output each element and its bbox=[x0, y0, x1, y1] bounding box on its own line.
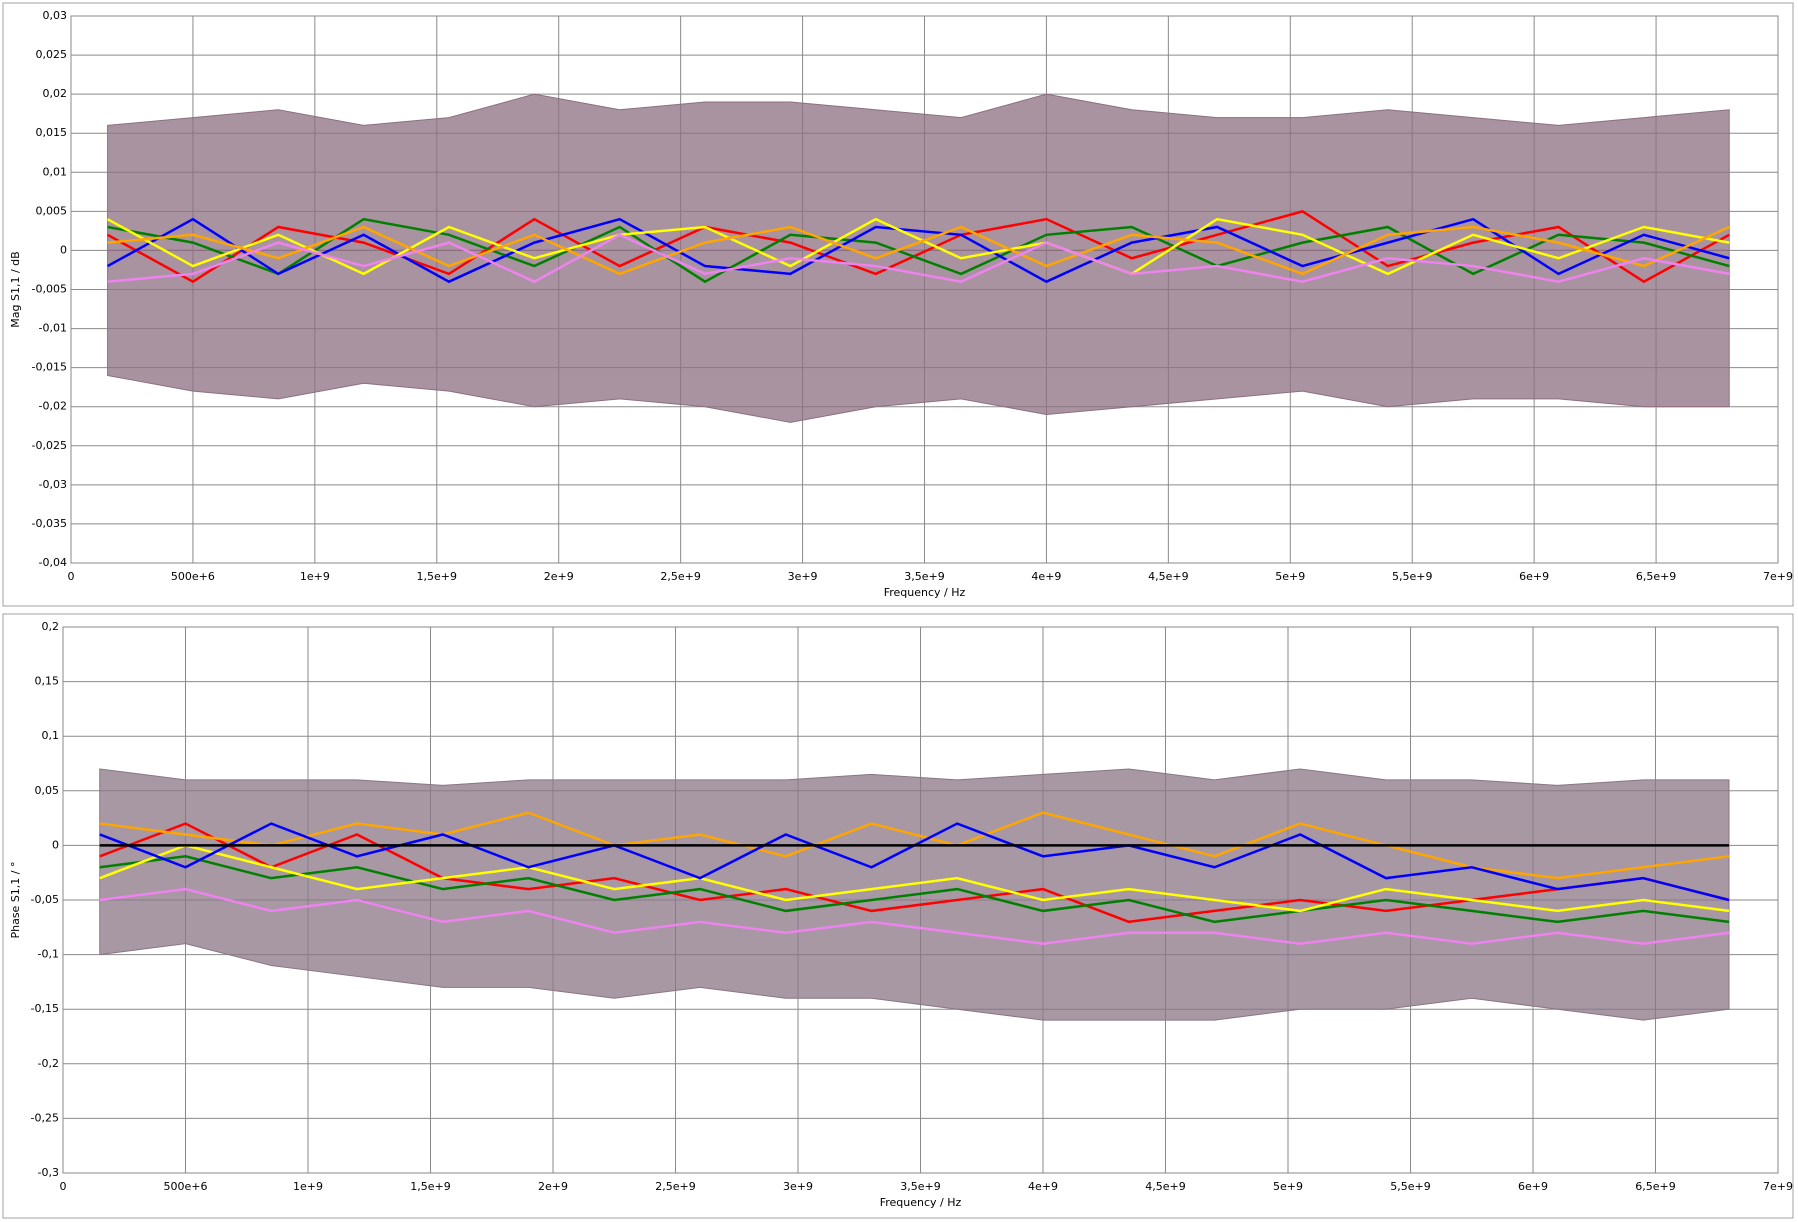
y-tick-label: 0 bbox=[52, 838, 59, 851]
y-tick-label: 0,05 bbox=[35, 784, 60, 797]
y-tick-label: 0,1 bbox=[42, 729, 60, 742]
series-line bbox=[99, 887, 1730, 945]
y-tick-label: 0,01 bbox=[43, 165, 68, 178]
x-tick-label: 5,5e+9 bbox=[1390, 1180, 1430, 1193]
y-tick-label: 0,015 bbox=[36, 126, 68, 139]
series-line bbox=[99, 811, 1730, 880]
x-tick-label: 4,5e+9 bbox=[1145, 1180, 1185, 1193]
y-tick-label: 0,005 bbox=[36, 204, 68, 217]
x-tick-label: 2,5e+9 bbox=[655, 1180, 695, 1193]
y-tick-label: -0,035 bbox=[32, 517, 67, 530]
y-tick-label: -0,1 bbox=[38, 948, 59, 961]
x-tick-label: 2e+9 bbox=[538, 1180, 568, 1193]
y-tick-label: -0,03 bbox=[39, 478, 67, 491]
envelope-area bbox=[107, 249, 1730, 423]
envelope-area bbox=[107, 93, 1730, 251]
x-tick-label: 7e+9 bbox=[1763, 570, 1793, 583]
x-tick-label: 7e+9 bbox=[1763, 1180, 1793, 1193]
series-line bbox=[99, 855, 1730, 924]
x-tick-label: 1e+9 bbox=[293, 1180, 323, 1193]
x-tick-label: 500e+6 bbox=[171, 570, 215, 583]
y-tick-label: 0,02 bbox=[43, 87, 68, 100]
x-tick-label: 4e+9 bbox=[1028, 1180, 1058, 1193]
x-tick-label: 6e+9 bbox=[1519, 570, 1549, 583]
x-axis-label: Frequency / Hz bbox=[884, 586, 966, 599]
series-line bbox=[107, 217, 1730, 284]
x-tick-label: 3e+9 bbox=[783, 1180, 813, 1193]
y-tick-label: 0,2 bbox=[42, 620, 60, 633]
x-tick-label: 4,5e+9 bbox=[1148, 570, 1188, 583]
y-tick-label: -0,02 bbox=[39, 400, 67, 413]
y-axis-label: Mag S1,1 / dB bbox=[9, 251, 22, 327]
x-tick-label: 5,5e+9 bbox=[1392, 570, 1432, 583]
y-tick-label: -0,015 bbox=[32, 361, 67, 374]
x-tick-label: 5e+9 bbox=[1275, 570, 1305, 583]
x-tick-label: 1,5e+9 bbox=[410, 1180, 450, 1193]
x-tick-label: 6,5e+9 bbox=[1636, 570, 1676, 583]
x-tick-label: 0 bbox=[68, 570, 75, 583]
x-axis-label: Frequency / Hz bbox=[880, 1196, 962, 1209]
x-tick-label: 4e+9 bbox=[1031, 570, 1061, 583]
series-line bbox=[106, 217, 1730, 276]
x-tick-label: 1,5e+9 bbox=[417, 570, 457, 583]
y-tick-label: -0,15 bbox=[31, 1002, 59, 1015]
y-tick-label: -0,2 bbox=[38, 1057, 59, 1070]
y-tick-label: 0,15 bbox=[35, 675, 60, 688]
y-axis-label: Phase S1,1 / ° bbox=[9, 861, 22, 938]
envelope-area bbox=[99, 844, 1730, 1021]
y-tick-label: -0,05 bbox=[31, 893, 59, 906]
y-tick-label: 0,025 bbox=[36, 48, 68, 61]
x-tick-label: 3,5e+9 bbox=[900, 1180, 940, 1193]
y-tick-label: 0 bbox=[60, 243, 67, 256]
y-tick-label: -0,04 bbox=[39, 556, 67, 569]
x-tick-label: 3e+9 bbox=[788, 570, 818, 583]
y-tick-label: -0,01 bbox=[39, 322, 67, 335]
y-tick-label: -0,3 bbox=[38, 1166, 59, 1179]
x-tick-label: 2e+9 bbox=[544, 570, 574, 583]
x-tick-label: 1e+9 bbox=[300, 570, 330, 583]
series-line bbox=[106, 217, 1730, 284]
x-tick-label: 500e+6 bbox=[164, 1180, 208, 1193]
x-tick-label: 3,5e+9 bbox=[904, 570, 944, 583]
y-tick-label: -0,005 bbox=[32, 283, 67, 296]
series-line bbox=[107, 225, 1730, 276]
y-tick-label: -0,25 bbox=[31, 1111, 59, 1124]
x-tick-label: 6e+9 bbox=[1518, 1180, 1548, 1193]
series-line bbox=[106, 210, 1730, 284]
series-line bbox=[107, 233, 1730, 284]
series-line bbox=[99, 822, 1730, 924]
x-tick-label: 6,5e+9 bbox=[1635, 1180, 1675, 1193]
y-tick-label: -0,025 bbox=[32, 439, 67, 452]
y-tick-label: 0,03 bbox=[43, 9, 68, 22]
x-tick-label: 2,5e+9 bbox=[660, 570, 700, 583]
x-tick-label: 0 bbox=[60, 1180, 67, 1193]
x-tick-label: 5e+9 bbox=[1273, 1180, 1303, 1193]
series-line bbox=[99, 844, 1730, 913]
envelope-area bbox=[99, 768, 1730, 846]
